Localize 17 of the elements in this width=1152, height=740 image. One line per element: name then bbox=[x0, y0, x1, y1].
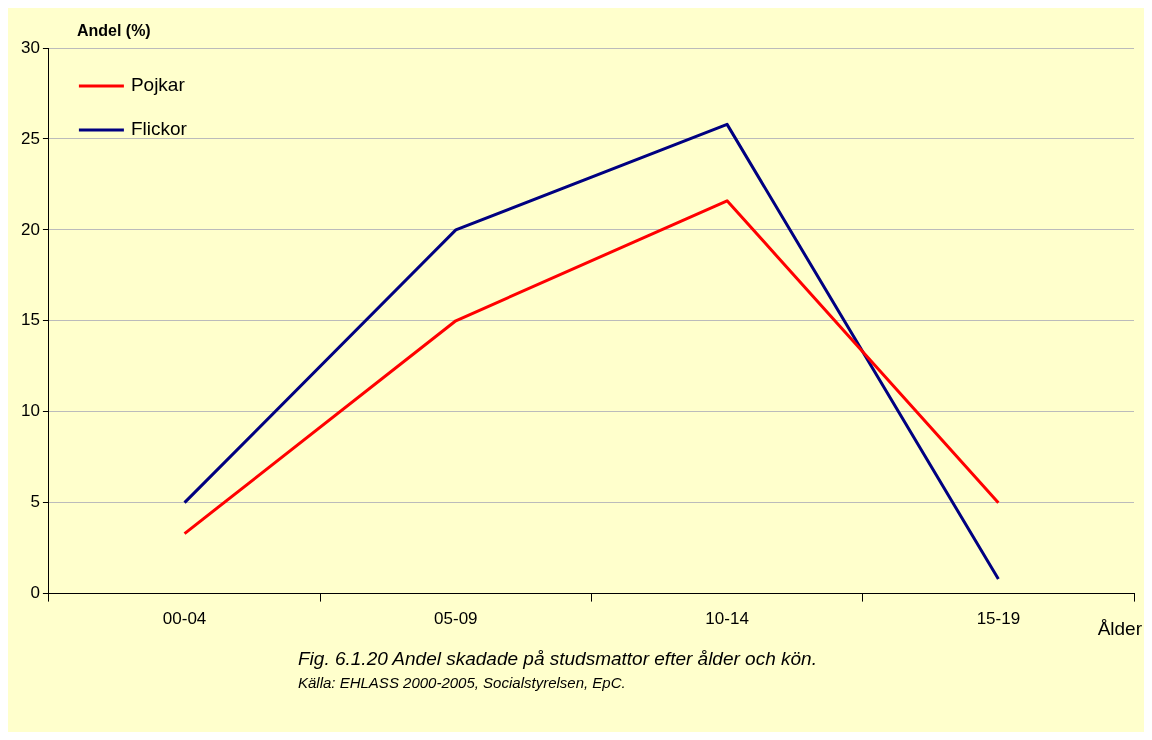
y-axis-title: Andel (%) bbox=[76, 22, 151, 40]
y-tick-label: 15 bbox=[20, 310, 40, 330]
x-tick-label: 00-04 bbox=[162, 609, 207, 629]
y-tick-label: 10 bbox=[20, 401, 40, 421]
caption: Fig. 6.1.20 Andel skadade på studsmattor efter ålder och kön. bbox=[298, 648, 818, 670]
y-tick-label: 20 bbox=[20, 219, 40, 239]
legend-label: Flickor bbox=[130, 118, 188, 140]
y-tick-label: 0 bbox=[30, 583, 40, 603]
text: Källa: EHLASS 2000-2005, Socialstyrelsen, EpC. bbox=[298, 674, 627, 691]
y-tick-label: 30 bbox=[20, 37, 40, 57]
x-tick-label: 15-19 bbox=[976, 609, 1021, 629]
y-tick-label: 25 bbox=[20, 128, 40, 148]
x-axis-title: Ålder bbox=[1097, 617, 1143, 639]
legend-label: Pojkar bbox=[130, 74, 186, 96]
x-tick-label: 05-09 bbox=[434, 609, 478, 629]
y-tick-label: 5 bbox=[30, 492, 40, 512]
x-tick-label: 10-14 bbox=[705, 609, 749, 629]
